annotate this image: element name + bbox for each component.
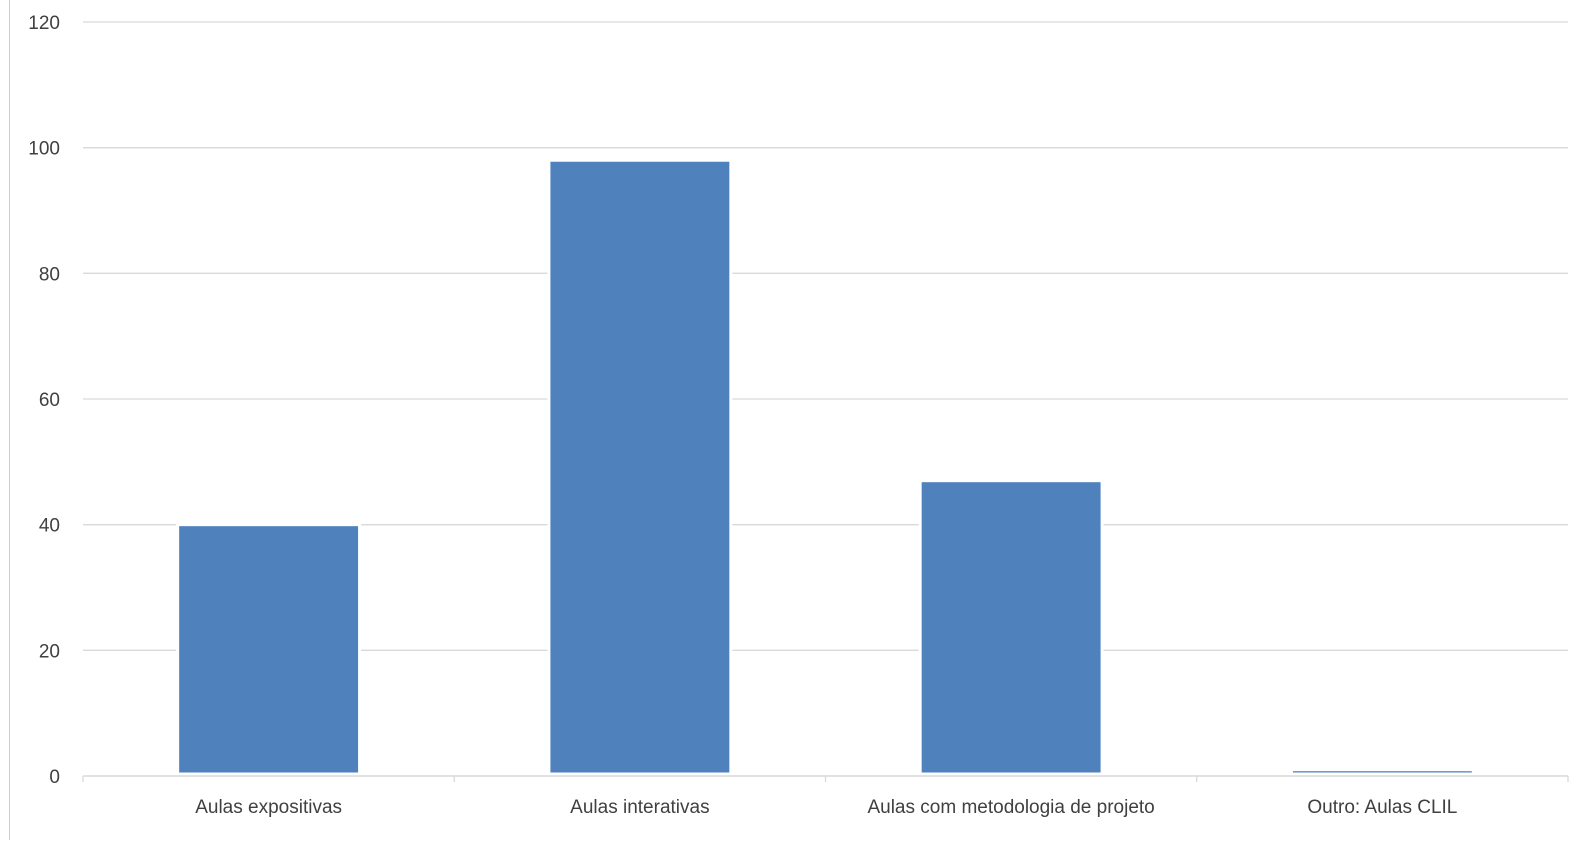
bar: [176, 523, 362, 776]
y-tick-label: 60: [39, 390, 60, 411]
y-tick-label: 100: [28, 139, 60, 160]
y-tick-label: 80: [39, 264, 60, 285]
x-tick-label: Aulas expositivas: [195, 797, 342, 818]
bars: [176, 158, 1475, 776]
x-tick-labels: Aulas expositivas Aulas interativas Aulas …: [195, 797, 1457, 818]
bar: [918, 479, 1104, 776]
bar: [1289, 768, 1475, 776]
bar: [547, 158, 733, 776]
x-axis: [82, 775, 1569, 782]
y-tick-labels: 0 20 40 60 80 100 120: [28, 13, 60, 788]
y-tick-label: 0: [49, 767, 60, 788]
x-tick-label: Outro: Aulas CLIL: [1307, 797, 1457, 818]
y-tick-label: 20: [39, 641, 60, 662]
x-tick-label: Aulas com metodologia de projeto: [867, 797, 1154, 818]
y-tick-label: 120: [28, 13, 60, 34]
y-tick-label: 40: [39, 516, 60, 537]
chart-frame-border: [9, 0, 10, 840]
x-tick-label: Aulas interativas: [570, 797, 709, 818]
